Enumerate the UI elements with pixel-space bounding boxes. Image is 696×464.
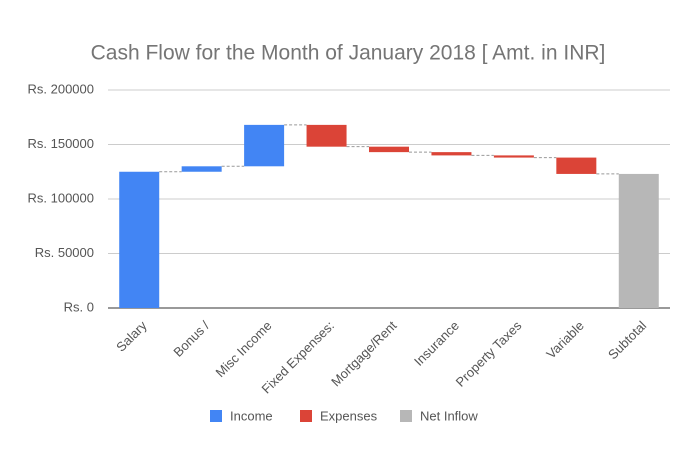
bar [244, 124, 285, 167]
y-tick-label: Rs. 150000 [28, 136, 95, 151]
x-tick-label: Bonus / [170, 318, 212, 360]
bar [119, 171, 160, 308]
bar [618, 173, 659, 308]
y-tick-label: Rs. 0 [64, 299, 94, 314]
legend-label: Net Inflow [420, 408, 478, 423]
legend-label: Expenses [320, 408, 378, 423]
bar [493, 155, 534, 158]
x-tick-label: Property Taxes [453, 318, 525, 390]
legend-swatch [400, 410, 412, 422]
legend-label: Income [230, 408, 273, 423]
bar [306, 124, 347, 147]
chart-title: Cash Flow for the Month of January 2018 … [91, 42, 606, 65]
bar [431, 152, 472, 156]
bar [181, 166, 222, 172]
y-tick-label: Rs. 100000 [28, 190, 95, 205]
x-tick-label: Salary [113, 318, 150, 355]
y-tick-label: Rs. 200000 [28, 81, 95, 96]
x-tick-label: Misc Income [212, 318, 274, 380]
x-tick-label: Variable [543, 318, 587, 362]
bar [556, 157, 597, 174]
x-tick-label: Mortgage/Rent [328, 318, 400, 390]
legend-swatch [210, 410, 222, 422]
bar [369, 146, 409, 153]
legend-swatch [300, 410, 312, 422]
y-tick-label: Rs. 50000 [35, 245, 94, 260]
x-tick-label: Insurance [411, 318, 462, 369]
x-tick-label: Subtotal [605, 318, 649, 362]
